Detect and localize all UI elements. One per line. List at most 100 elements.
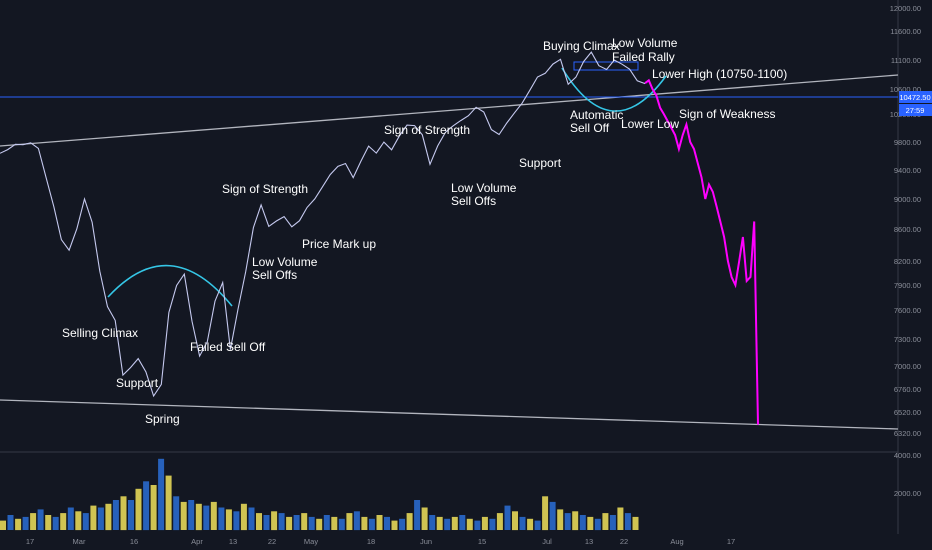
- accumulation-arc: [107, 264, 233, 307]
- time-tick-label: Jun: [420, 537, 432, 546]
- time-tick-label: Jul: [542, 537, 552, 546]
- price-tick-label: 7000.00: [894, 362, 921, 371]
- current-price-badge-bg: [899, 91, 932, 103]
- price-tick-label: 10600.00: [890, 85, 921, 94]
- volume-bar: [7, 515, 14, 530]
- time-tick-label: 22: [268, 537, 276, 546]
- volume-bar: [218, 507, 225, 530]
- time-tick-label: Mar: [73, 537, 86, 546]
- annotation-label: Spring: [145, 412, 180, 426]
- price-tick-label: 6760.00: [894, 385, 921, 394]
- volume-bar: [376, 515, 383, 530]
- annotation-label: Failed Rally: [612, 50, 675, 64]
- volume-bar: [158, 458, 165, 531]
- volume-bar: [594, 518, 601, 531]
- annotation-label: Failed Sell Off: [190, 340, 266, 354]
- price-tick-label: 7900.00: [894, 281, 921, 290]
- volume-tick-label: 4000.00: [894, 451, 921, 460]
- volume-bar: [451, 516, 458, 530]
- volume-bar: [22, 516, 29, 530]
- volume-bar: [338, 518, 345, 531]
- projection-series-line: [644, 78, 759, 425]
- volume-bar: [512, 511, 518, 531]
- volume-bar: [150, 485, 157, 530]
- volume-tick-label: 2000.00: [894, 489, 921, 498]
- price-tick-label: 7300.00: [894, 335, 921, 344]
- price-axis-ticks: 12000.0011600.0011100.0010600.0010200.00…: [890, 4, 921, 438]
- volume-bar: [195, 503, 202, 531]
- volume-axis-ticks: 4000.00 2000.00: [894, 451, 921, 498]
- volume-bar: [331, 516, 338, 530]
- volume-bar: [602, 513, 609, 530]
- volume-bar: [504, 505, 511, 530]
- price-tick-label: 8200.00: [894, 257, 921, 266]
- countdown-badge-bg: [899, 104, 932, 116]
- volume-bar: [587, 516, 594, 530]
- volume-bar: [90, 505, 97, 530]
- annotation-label: Automatic: [570, 108, 623, 122]
- volume-bar: [632, 516, 639, 530]
- volume-bar: [263, 515, 270, 530]
- annotation-label: Lower High (10750-1100): [652, 67, 787, 81]
- volume-bar: [609, 515, 616, 530]
- volume-bar: [572, 511, 579, 531]
- current-price-badge[interactable]: 10472.50 27:59: [899, 91, 932, 116]
- annotation-label: Sell Offs: [252, 268, 297, 282]
- volume-bar: [165, 475, 172, 530]
- volume-bar: [421, 507, 428, 530]
- volume-bar: [286, 516, 293, 530]
- volume-bar: [496, 513, 503, 530]
- volume-bar: [564, 513, 571, 530]
- volume-bar: [30, 513, 37, 530]
- time-tick-label: Apr: [191, 537, 203, 546]
- volume-bar: [399, 518, 406, 531]
- volume-bar: [489, 518, 496, 531]
- countdown-label: 27:59: [906, 106, 925, 115]
- price-tick-label: 12000.00: [890, 4, 921, 13]
- volume-bar: [406, 513, 413, 530]
- volume-bar: [534, 520, 541, 530]
- volume-bar: [233, 511, 240, 531]
- price-tick-label: 6320.00: [894, 429, 921, 438]
- volume-bar: [52, 516, 59, 530]
- annotation-label: Sell Off: [570, 121, 610, 135]
- volume-bar: [557, 509, 564, 530]
- annotation-label: Sign of Strength: [384, 123, 470, 137]
- price-tick-label: 11600.00: [890, 27, 921, 36]
- volume-bar: [346, 513, 353, 530]
- annotation-label: Support: [519, 156, 562, 170]
- annotation-label: Buying Climax: [543, 39, 620, 53]
- volume-bar: [225, 509, 232, 530]
- volume-bar: [429, 515, 436, 530]
- time-tick-label: 17: [727, 537, 735, 546]
- volume-bar: [97, 507, 104, 530]
- annotations: Selling Climax Support Spring Failed Sell O…: [62, 36, 787, 426]
- volume-bar: [481, 516, 488, 530]
- volume-bars: [0, 458, 639, 531]
- volume-bar: [271, 511, 278, 531]
- annotation-label: Low Volume: [451, 181, 517, 195]
- upper-trendline: [0, 74, 899, 147]
- time-tick-label: Aug: [670, 537, 683, 546]
- volume-bar: [293, 515, 300, 530]
- price-tick-label: 11100.00: [891, 56, 921, 65]
- volume-bar: [527, 518, 534, 531]
- time-tick-label: 18: [367, 537, 375, 546]
- time-axis-ticks: 17 Mar 16 Apr 13 22 May 18 Jun 15 Jul 13 22 Aug 17: [26, 537, 735, 546]
- time-tick-label: 22: [620, 537, 628, 546]
- volume-bar: [188, 500, 195, 530]
- volume-bar: [316, 518, 323, 531]
- volume-bar: [519, 516, 526, 530]
- volume-bar: [368, 518, 375, 531]
- volume-bar: [248, 507, 255, 530]
- volume-bar: [0, 520, 6, 530]
- volume-bar: [474, 520, 481, 530]
- annotation-label: Low Volume: [252, 255, 318, 269]
- price-tick-label: 7600.00: [894, 306, 921, 315]
- volume-bar: [256, 513, 262, 530]
- time-tick-label: 13: [585, 537, 593, 546]
- volume-bar: [353, 511, 360, 531]
- trend-lines: [0, 74, 899, 430]
